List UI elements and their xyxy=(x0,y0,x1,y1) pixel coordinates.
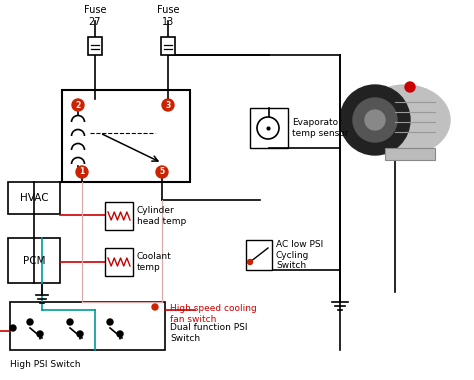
Bar xyxy=(246,240,272,270)
Circle shape xyxy=(27,319,33,325)
Text: HVAC: HVAC xyxy=(20,193,48,203)
Circle shape xyxy=(10,325,16,331)
Text: AC low PSI
Cycling
Switch: AC low PSI Cycling Switch xyxy=(276,240,323,270)
Circle shape xyxy=(353,98,397,142)
Text: Coolant
temp: Coolant temp xyxy=(137,252,172,272)
Bar xyxy=(250,108,288,148)
Text: 2: 2 xyxy=(75,100,81,109)
Text: 5: 5 xyxy=(159,168,164,176)
Bar xyxy=(8,238,60,283)
Circle shape xyxy=(162,99,174,111)
Bar xyxy=(62,90,190,182)
Bar xyxy=(105,202,133,230)
Text: Fuse
27: Fuse 27 xyxy=(84,5,106,27)
Circle shape xyxy=(405,82,415,92)
Bar xyxy=(8,182,60,214)
Circle shape xyxy=(365,110,385,130)
Bar xyxy=(10,302,165,350)
Circle shape xyxy=(77,331,83,337)
Circle shape xyxy=(117,331,123,337)
Circle shape xyxy=(72,99,84,111)
Text: Cylinder
head temp: Cylinder head temp xyxy=(137,206,186,226)
Ellipse shape xyxy=(360,85,450,155)
Text: High PSI Switch: High PSI Switch xyxy=(10,360,81,369)
Circle shape xyxy=(67,319,73,325)
Circle shape xyxy=(37,331,43,337)
Bar xyxy=(161,37,175,55)
Bar xyxy=(385,148,435,160)
Circle shape xyxy=(247,260,253,264)
Text: Dual function PSI
Switch: Dual function PSI Switch xyxy=(170,323,247,343)
Circle shape xyxy=(152,304,158,310)
Text: Evaporator
temp sensor: Evaporator temp sensor xyxy=(292,118,348,138)
Text: PCM: PCM xyxy=(23,255,45,266)
Circle shape xyxy=(340,85,410,155)
Text: High speed cooling
fan switch: High speed cooling fan switch xyxy=(170,304,257,324)
Circle shape xyxy=(257,117,279,139)
Text: Fuse
13: Fuse 13 xyxy=(157,5,179,27)
Text: 1: 1 xyxy=(79,168,85,176)
Text: 3: 3 xyxy=(165,100,171,109)
Circle shape xyxy=(107,319,113,325)
Bar xyxy=(105,248,133,276)
Bar xyxy=(88,37,102,55)
Circle shape xyxy=(156,166,168,178)
Circle shape xyxy=(76,166,88,178)
